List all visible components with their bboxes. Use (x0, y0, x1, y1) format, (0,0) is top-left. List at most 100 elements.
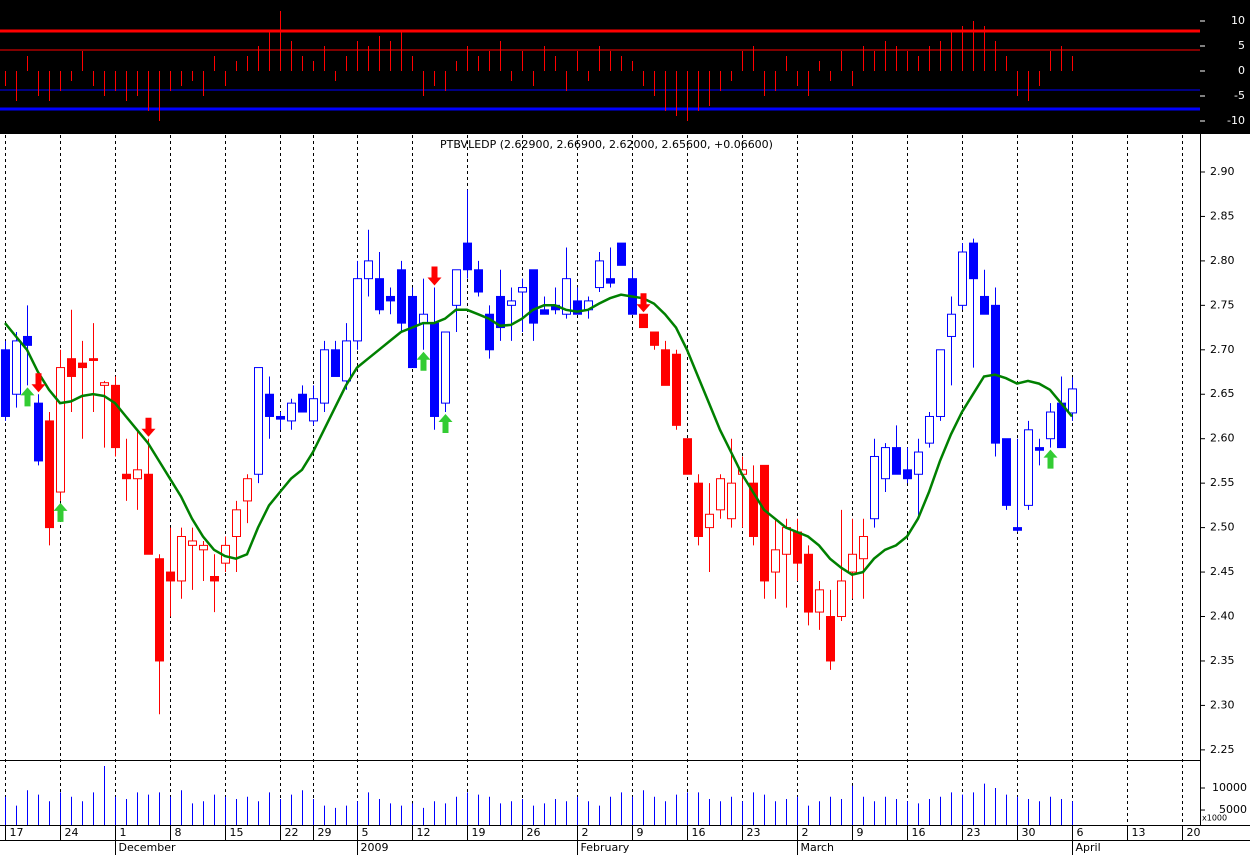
candle-body (342, 340, 351, 382)
x-tick-label: 26 (527, 826, 541, 839)
x-tick-label: 22 (285, 826, 299, 839)
x-tick-label: 17 (10, 826, 24, 839)
oscillator-panel (0, 0, 1250, 134)
candle-body (793, 531, 802, 564)
candle-body (562, 278, 571, 315)
candle-body (1, 349, 10, 417)
x-tick-label: 20 (1187, 826, 1201, 839)
month-label: December (119, 841, 177, 854)
candle-body (199, 544, 208, 551)
candle-body (1035, 447, 1044, 451)
candle-body (463, 242, 472, 271)
candle-body (210, 576, 219, 582)
x-tick-label: 16 (912, 826, 926, 839)
candle-body (617, 242, 626, 266)
candle-body (947, 313, 956, 337)
y-tick-label: 2.90 (1210, 165, 1235, 178)
x-tick-label: 2 (802, 826, 809, 839)
candle-body (507, 300, 516, 306)
candle-body (243, 478, 252, 502)
candle-body (111, 384, 120, 449)
candle-body (529, 269, 538, 324)
candle-body (782, 527, 791, 555)
candle-body (265, 393, 274, 417)
candle-body (573, 300, 582, 315)
volume-unit: x1000 (1202, 814, 1227, 823)
x-tick-label: 29 (318, 826, 332, 839)
candle-body (254, 367, 263, 475)
buy-arrow (416, 351, 431, 371)
candle-body (892, 447, 901, 475)
candle-body (78, 362, 87, 369)
candle-body (155, 558, 164, 662)
candle-body (177, 535, 186, 582)
candle-body (496, 295, 505, 329)
y-tick-label: 2.50 (1210, 521, 1235, 534)
x-tick-label: 13 (1132, 826, 1146, 839)
candle-body (1068, 388, 1077, 414)
buy-arrow (53, 502, 68, 522)
candle-body (56, 367, 65, 493)
candle-body (804, 553, 813, 613)
candle-body (848, 553, 857, 573)
y-tick-label: 2.35 (1210, 654, 1235, 667)
x-tick-label: 8 (175, 826, 182, 839)
candle-body (309, 398, 318, 422)
x-tick-label: 30 (1022, 826, 1036, 839)
candle-body (320, 349, 329, 404)
candle-body (34, 402, 43, 462)
candle-body (958, 251, 967, 306)
candle-body (694, 482, 703, 537)
buy-arrow (20, 387, 35, 407)
candle-body (353, 278, 362, 342)
buy-arrow (1043, 449, 1058, 469)
candle-body (452, 269, 461, 306)
candle-body (397, 269, 406, 324)
buy-arrow (438, 414, 453, 434)
candle-body (364, 260, 373, 280)
candle-body (188, 540, 197, 546)
candle-body (100, 382, 109, 386)
candle-body (639, 313, 648, 329)
x-tick-label: 23 (967, 826, 981, 839)
candle-body (540, 309, 549, 315)
candle-body (914, 451, 923, 475)
candle-body (771, 549, 780, 573)
candle-body (1057, 402, 1066, 449)
candle-body (232, 509, 241, 537)
osc-tick-label: -5 (1234, 89, 1245, 102)
candle-body (837, 580, 846, 618)
candle-body (650, 331, 659, 346)
y-tick-label: 2.25 (1210, 743, 1235, 756)
candle-body (606, 278, 615, 284)
vol-tick-label: 10000 (1212, 781, 1247, 794)
candle-body (122, 473, 131, 480)
x-tick-label: 12 (417, 826, 431, 839)
x-tick-label: 16 (692, 826, 706, 839)
candle-body (441, 331, 450, 404)
candle-body (419, 313, 428, 324)
candle-body (12, 340, 21, 395)
candle-body (870, 455, 879, 520)
candle-body (1024, 429, 1033, 506)
candle-body (1013, 527, 1022, 531)
candle-body (980, 295, 989, 315)
candle-body (331, 349, 340, 377)
candle-body (386, 295, 395, 302)
candle-body (936, 349, 945, 417)
candle-body (815, 589, 824, 613)
month-label: February (581, 841, 630, 854)
candle-body (903, 469, 912, 480)
y-tick-label: 2.60 (1210, 432, 1235, 445)
osc-tick-label: 10 (1231, 14, 1245, 27)
y-tick-label: 2.80 (1210, 254, 1235, 267)
candle-body (67, 358, 76, 377)
osc-tick-label: -10 (1227, 114, 1245, 127)
y-tick-label: 2.55 (1210, 476, 1235, 489)
candle-body (298, 393, 307, 413)
candle-body (89, 358, 98, 361)
x-tick-label: 6 (1077, 826, 1084, 839)
y-tick-label: 2.65 (1210, 387, 1235, 400)
candle-body (133, 469, 142, 480)
